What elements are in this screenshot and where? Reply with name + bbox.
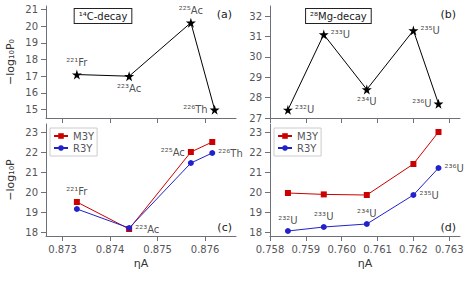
svg-text:²²³Ac: ²²³Ac	[117, 83, 141, 94]
svg-text:²²⁵Ac: ²²⁵Ac	[161, 147, 185, 158]
svg-text:31: 31	[249, 31, 262, 42]
svg-text:²²¹Fr: ²²¹Fr	[66, 186, 88, 197]
svg-text:21: 21	[25, 4, 38, 15]
svg-text:32: 32	[249, 11, 262, 22]
svg-text:²³⁴U: ²³⁴U	[357, 96, 376, 107]
svg-text:29: 29	[249, 72, 262, 83]
svg-text:0.874: 0.874	[96, 244, 125, 255]
svg-text:²³³U: ²³³U	[331, 29, 350, 40]
svg-text:−log₁₀P: −log₁₀P	[4, 159, 17, 201]
svg-text:0.873: 0.873	[48, 244, 77, 255]
svg-text:0.763: 0.763	[435, 244, 464, 255]
svg-text:28: 28	[249, 92, 262, 103]
svg-text:19: 19	[25, 207, 38, 218]
svg-text:R3Y: R3Y	[297, 143, 317, 154]
svg-text:²²⁶Th: ²²⁶Th	[183, 104, 207, 115]
svg-text:23: 23	[249, 127, 262, 138]
svg-text:R3Y: R3Y	[73, 143, 93, 154]
svg-text:²³⁶U: ²³⁶U	[444, 163, 463, 174]
svg-text:21: 21	[249, 167, 262, 178]
svg-text:ηA: ηA	[134, 257, 149, 270]
svg-text:19: 19	[25, 37, 38, 48]
svg-text:0.876: 0.876	[191, 244, 220, 255]
svg-text:²³²U: ²³²U	[278, 215, 297, 226]
svg-text:0.760: 0.760	[327, 244, 356, 255]
svg-text:²³⁴U: ²³⁴U	[357, 208, 376, 219]
svg-text:²³⁶U: ²³⁶U	[412, 98, 431, 109]
svg-text:0.759: 0.759	[292, 244, 321, 255]
svg-text:15: 15	[25, 104, 38, 115]
svg-text:0.762: 0.762	[399, 244, 428, 255]
svg-text:0.758: 0.758	[256, 244, 285, 255]
svg-text:27: 27	[249, 113, 262, 124]
svg-text:20: 20	[249, 187, 262, 198]
svg-text:18: 18	[249, 227, 262, 238]
svg-text:−log₁₀P₀: −log₁₀P₀	[4, 38, 17, 84]
svg-text:21: 21	[25, 167, 38, 178]
svg-text:ηA: ηA	[358, 257, 373, 270]
svg-text:(c): (c)	[217, 221, 232, 234]
svg-text:²³⁵U: ²³⁵U	[419, 190, 438, 201]
svg-text:²³²U: ²³²U	[295, 104, 314, 115]
svg-text:²³⁵U: ²³⁵U	[420, 25, 439, 36]
svg-text:23: 23	[25, 127, 38, 138]
svg-text:²²⁶Th: ²²⁶Th	[218, 148, 242, 159]
svg-text:16: 16	[25, 87, 38, 98]
svg-text:²⁸Mg-decay: ²⁸Mg-decay	[310, 11, 367, 22]
svg-text:20: 20	[25, 21, 38, 32]
svg-text:²²³Ac: ²²³Ac	[135, 224, 159, 235]
svg-text:18: 18	[25, 54, 38, 65]
svg-text:M3Y: M3Y	[73, 131, 95, 142]
svg-text:0.875: 0.875	[143, 244, 172, 255]
svg-text:M3Y: M3Y	[297, 131, 319, 142]
svg-text:(b): (b)	[440, 8, 456, 21]
svg-text:17: 17	[25, 71, 38, 82]
svg-text:22: 22	[25, 147, 38, 158]
svg-text:0.761: 0.761	[363, 244, 392, 255]
svg-text:20: 20	[25, 187, 38, 198]
svg-text:19: 19	[249, 207, 262, 218]
svg-text:²²¹Fr: ²²¹Fr	[66, 57, 88, 68]
svg-text:(a): (a)	[217, 8, 232, 21]
svg-text:18: 18	[25, 227, 38, 238]
svg-text:¹⁴C-decay: ¹⁴C-decay	[79, 11, 128, 22]
svg-text:22: 22	[249, 147, 262, 158]
svg-text:(d): (d)	[440, 221, 456, 234]
svg-text:²³³U: ²³³U	[314, 211, 333, 222]
svg-text:²²⁵Ac: ²²⁵Ac	[179, 5, 203, 16]
svg-text:30: 30	[249, 51, 262, 62]
